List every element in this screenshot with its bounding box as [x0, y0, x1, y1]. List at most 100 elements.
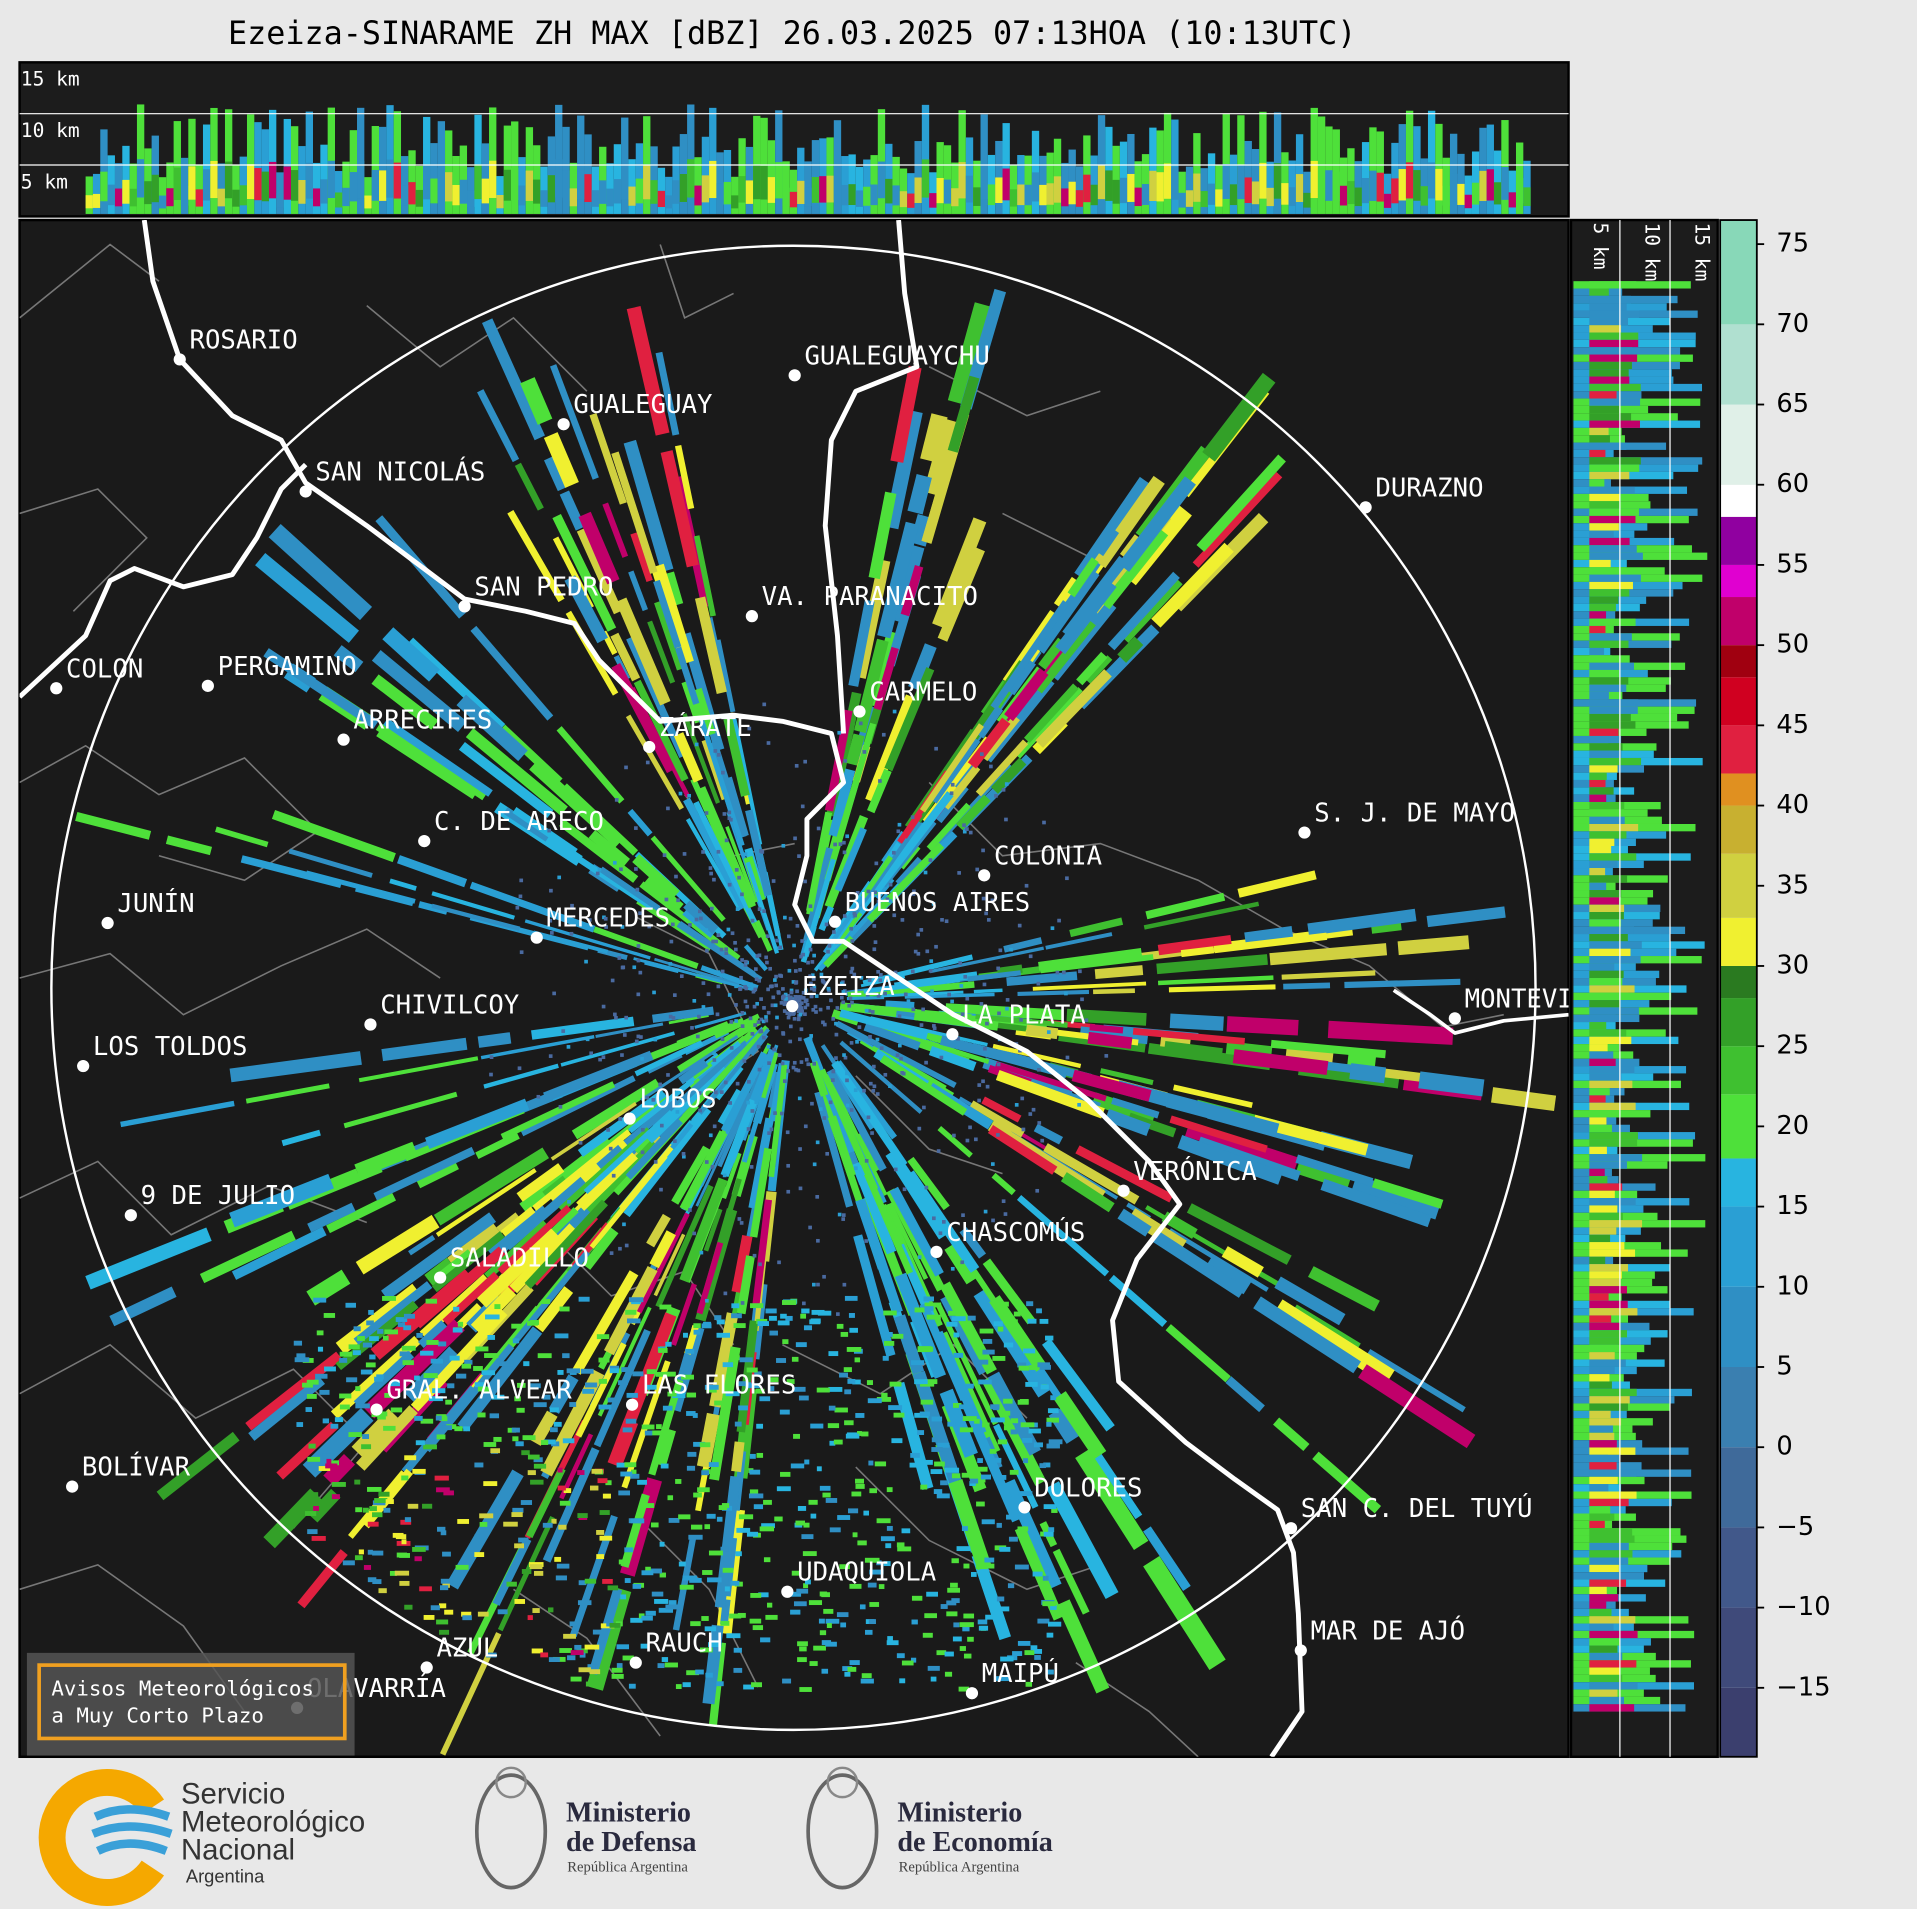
echo-cell	[969, 1478, 979, 1484]
echo-ray	[982, 1258, 1035, 1325]
echo-ray	[1108, 1274, 1168, 1327]
echo-speck	[864, 1008, 869, 1013]
echo-speck	[1017, 923, 1022, 928]
echo-ray	[625, 1118, 683, 1180]
echo-ray	[803, 1036, 856, 1154]
echo-ray	[809, 1061, 829, 1097]
echo-speck	[780, 995, 785, 1000]
echo-core	[540, 190, 548, 207]
echo-cell	[951, 1558, 959, 1564]
echo-core	[1589, 1447, 1636, 1455]
echo-core	[1589, 1022, 1607, 1030]
echo-cell	[1028, 1428, 1041, 1434]
echo-speck	[723, 1291, 728, 1296]
echo-core	[833, 167, 842, 200]
echo-speck	[864, 1158, 869, 1163]
echo-cell	[607, 1585, 619, 1591]
echo-cell	[426, 1339, 439, 1345]
echo-cell	[795, 1520, 805, 1526]
echo-core	[1589, 1630, 1638, 1639]
echo-cell	[804, 1459, 810, 1465]
echo-speck	[764, 955, 768, 960]
echo-ray	[1196, 454, 1286, 552]
echo-cell	[852, 1379, 861, 1385]
echo-speck	[922, 1105, 926, 1110]
echo-ray	[1157, 934, 1232, 956]
echo-speck	[739, 1221, 744, 1225]
echo-speck	[547, 828, 552, 833]
echo-column	[1303, 171, 1311, 214]
echo-speck	[950, 1266, 955, 1271]
echo-core	[122, 179, 130, 204]
echo-cell	[334, 1417, 344, 1423]
echo-cell	[1037, 1362, 1051, 1368]
echo-ray	[602, 502, 629, 558]
echo-speck	[800, 939, 805, 943]
echo-cell	[695, 1669, 704, 1675]
echo-cell	[686, 1411, 696, 1416]
echo-cell	[733, 1647, 742, 1653]
echo-cell	[750, 1303, 764, 1309]
echo-cell	[1017, 1362, 1027, 1368]
echo-speck	[782, 1009, 787, 1013]
echo-speck	[834, 1032, 839, 1037]
city-dot	[364, 1018, 377, 1031]
echo-speck	[770, 1003, 775, 1008]
echo-speck	[682, 1154, 686, 1159]
echo-speck	[814, 1010, 818, 1014]
echo-core	[1420, 186, 1428, 206]
echo-cell	[809, 1319, 821, 1325]
echo-speck	[1001, 1199, 1006, 1204]
echo-speck	[752, 1004, 757, 1009]
echo-ray	[371, 674, 439, 730]
colorbar-band	[1720, 1206, 1757, 1287]
echo-speck	[788, 916, 793, 921]
echo-ray	[413, 1246, 506, 1329]
echo-ray	[248, 1376, 326, 1441]
echo-core	[151, 174, 159, 203]
echo-cell	[348, 1432, 362, 1437]
echo-cell	[883, 1561, 891, 1567]
echo-cell	[599, 1535, 613, 1541]
echo-ray	[585, 1139, 658, 1215]
echo-speck	[893, 1167, 898, 1172]
echo-core	[1589, 537, 1630, 546]
echo-core	[1589, 875, 1628, 883]
echo-cell	[611, 1667, 623, 1673]
echo-ray	[805, 858, 836, 947]
echo-speck	[783, 915, 787, 920]
echo-ray	[575, 1342, 627, 1438]
echo-cell	[562, 1353, 570, 1359]
echo-speck	[712, 1058, 717, 1062]
echo-speck	[1064, 991, 1068, 996]
echo-cell	[584, 1644, 600, 1650]
echo-ray	[576, 1150, 639, 1211]
city-label: DOLORES	[1034, 1473, 1142, 1503]
echo-core	[364, 195, 372, 209]
echo-speck	[855, 890, 860, 895]
echo-core	[1486, 169, 1494, 201]
echo-speck	[878, 779, 882, 783]
echo-speck	[871, 1089, 876, 1093]
echo-speck	[793, 994, 798, 999]
echo-cell	[886, 1525, 893, 1531]
echo-core	[1303, 192, 1311, 208]
echo-cell	[795, 1342, 807, 1348]
echo-cell	[857, 1431, 862, 1436]
echo-cell	[378, 1588, 387, 1594]
echo-cell	[982, 1338, 993, 1344]
echo-speck	[842, 914, 847, 918]
echo-speck	[800, 1009, 804, 1014]
city-label: C. DE ARECO	[434, 807, 604, 837]
echo-ray	[576, 527, 623, 615]
echo-ray	[419, 1273, 490, 1339]
echo-cell	[963, 1563, 970, 1569]
echo-core	[731, 195, 739, 209]
echo-speck	[795, 924, 800, 928]
echo-cell	[978, 1379, 992, 1385]
echo-core	[1589, 794, 1607, 802]
echo-cell	[395, 1317, 408, 1322]
echo-cell	[503, 1521, 518, 1527]
echo-speck	[697, 1014, 701, 1019]
echo-speck	[983, 1046, 987, 1051]
